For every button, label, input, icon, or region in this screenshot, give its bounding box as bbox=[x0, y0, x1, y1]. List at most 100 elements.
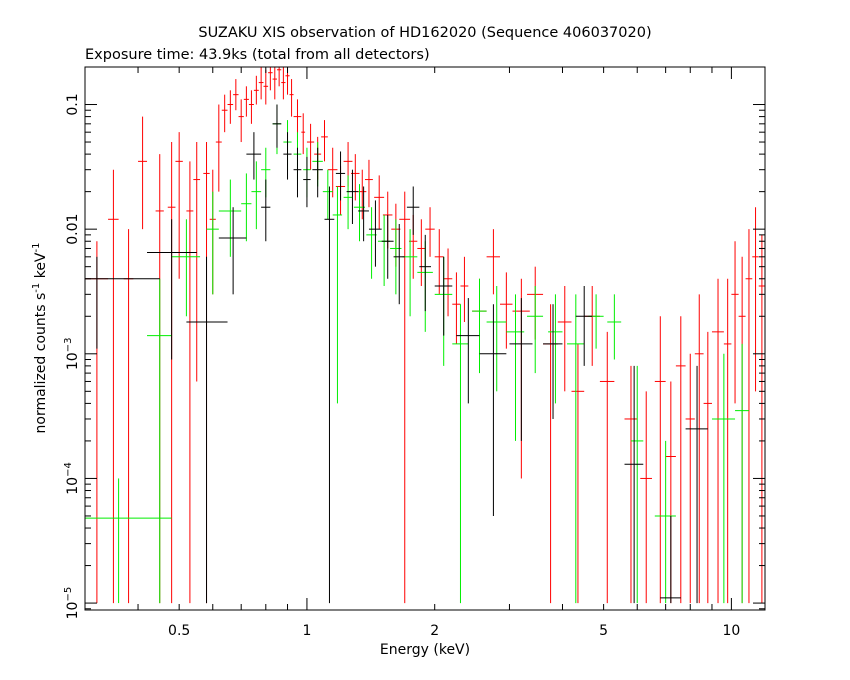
data-point bbox=[557, 285, 572, 392]
data-point bbox=[479, 304, 507, 516]
data-point bbox=[258, 67, 264, 100]
data-point bbox=[443, 248, 453, 317]
data-point bbox=[460, 256, 469, 322]
data-point bbox=[472, 278, 487, 374]
data-point bbox=[272, 104, 282, 148]
data-point bbox=[685, 353, 695, 604]
data-point bbox=[660, 515, 681, 604]
data-point bbox=[215, 104, 222, 192]
data-point bbox=[248, 90, 254, 124]
data-point bbox=[723, 278, 732, 604]
y-tick-label: 10−5 bbox=[63, 587, 81, 620]
data-point bbox=[268, 67, 273, 91]
data-point bbox=[283, 132, 292, 180]
data-point bbox=[281, 67, 286, 100]
data-point bbox=[607, 294, 622, 360]
data-point bbox=[123, 229, 134, 604]
data-point bbox=[624, 365, 638, 604]
y-tick-label: 10−4 bbox=[63, 462, 81, 495]
data-point bbox=[358, 186, 369, 242]
data-point bbox=[752, 207, 759, 392]
data-point bbox=[218, 207, 247, 295]
x-tick-label: 1 bbox=[302, 623, 311, 639]
data-point bbox=[85, 478, 172, 604]
data-point bbox=[452, 272, 461, 344]
y-axis-label-main: normalized counts s bbox=[33, 293, 49, 434]
data-point bbox=[346, 169, 359, 225]
data-point bbox=[364, 159, 373, 208]
data-point bbox=[167, 142, 176, 604]
data-point bbox=[575, 285, 593, 366]
data-point bbox=[193, 142, 201, 382]
data-point bbox=[186, 161, 194, 604]
data-point bbox=[218, 179, 242, 257]
data-point bbox=[527, 285, 544, 374]
data-point bbox=[301, 113, 306, 155]
series-1 bbox=[85, 104, 749, 604]
x-axis-label: Energy (keV) bbox=[380, 642, 470, 658]
data-point bbox=[241, 173, 252, 242]
x-tick-label: 0.5 bbox=[168, 623, 190, 639]
data-point bbox=[108, 169, 119, 604]
data-point bbox=[417, 219, 426, 286]
data-point bbox=[654, 316, 666, 604]
y-tick-label: 10−3 bbox=[63, 338, 81, 371]
data-point bbox=[221, 94, 228, 133]
data-point bbox=[306, 123, 315, 170]
data-point bbox=[711, 278, 724, 604]
data-point bbox=[293, 147, 302, 198]
data-point bbox=[548, 294, 563, 404]
data-point bbox=[138, 116, 148, 230]
data-point bbox=[675, 316, 686, 604]
data-point bbox=[393, 224, 405, 305]
data-point bbox=[276, 67, 282, 87]
series-2 bbox=[85, 104, 708, 604]
data-point bbox=[571, 343, 585, 604]
data-point bbox=[654, 440, 676, 604]
data-point bbox=[233, 79, 239, 111]
y-axis-label-s-exponent: -1 bbox=[31, 283, 42, 293]
y-axis-label: normalized counts s-1 keV-1 bbox=[31, 243, 49, 434]
y-axis-label-unit-exponent: -1 bbox=[31, 243, 42, 253]
data-point bbox=[509, 298, 533, 441]
data-point bbox=[399, 191, 411, 604]
data-point bbox=[324, 186, 335, 604]
data-point bbox=[640, 391, 652, 604]
data-point bbox=[456, 298, 480, 404]
data-point bbox=[685, 365, 708, 604]
data-point bbox=[499, 272, 513, 349]
x-tick-label: 5 bbox=[599, 623, 608, 639]
data-point bbox=[731, 241, 739, 404]
data-point bbox=[368, 200, 382, 267]
data-point bbox=[624, 365, 644, 604]
data-point bbox=[425, 207, 435, 257]
data-point bbox=[486, 285, 507, 392]
data-point bbox=[402, 229, 418, 317]
x-tick-label: 10 bbox=[722, 623, 740, 639]
data-point bbox=[332, 186, 343, 404]
y-tick-label: 0.1 bbox=[65, 93, 81, 115]
data-point bbox=[327, 147, 338, 198]
y-axis-label-unit: keV bbox=[33, 252, 49, 283]
data-point bbox=[584, 285, 600, 366]
data-point bbox=[711, 353, 736, 604]
plot-frame bbox=[84, 66, 766, 611]
data-point bbox=[227, 90, 234, 124]
data-point bbox=[272, 67, 277, 100]
data-point bbox=[251, 161, 262, 230]
data-point bbox=[486, 229, 500, 295]
data-point bbox=[85, 256, 160, 349]
data-point bbox=[434, 256, 453, 336]
y-tick-label: 0.01 bbox=[65, 214, 81, 245]
data-point bbox=[567, 294, 585, 604]
data-point bbox=[263, 69, 269, 105]
data-point bbox=[381, 214, 394, 279]
chart-title: SUZAKU XIS observation of HD162020 (Sequ… bbox=[198, 25, 651, 41]
data-point bbox=[171, 219, 201, 317]
data-point bbox=[206, 191, 219, 295]
data-point bbox=[147, 278, 172, 604]
data-point bbox=[175, 132, 183, 279]
data-point bbox=[419, 234, 431, 312]
data-point bbox=[186, 256, 228, 604]
